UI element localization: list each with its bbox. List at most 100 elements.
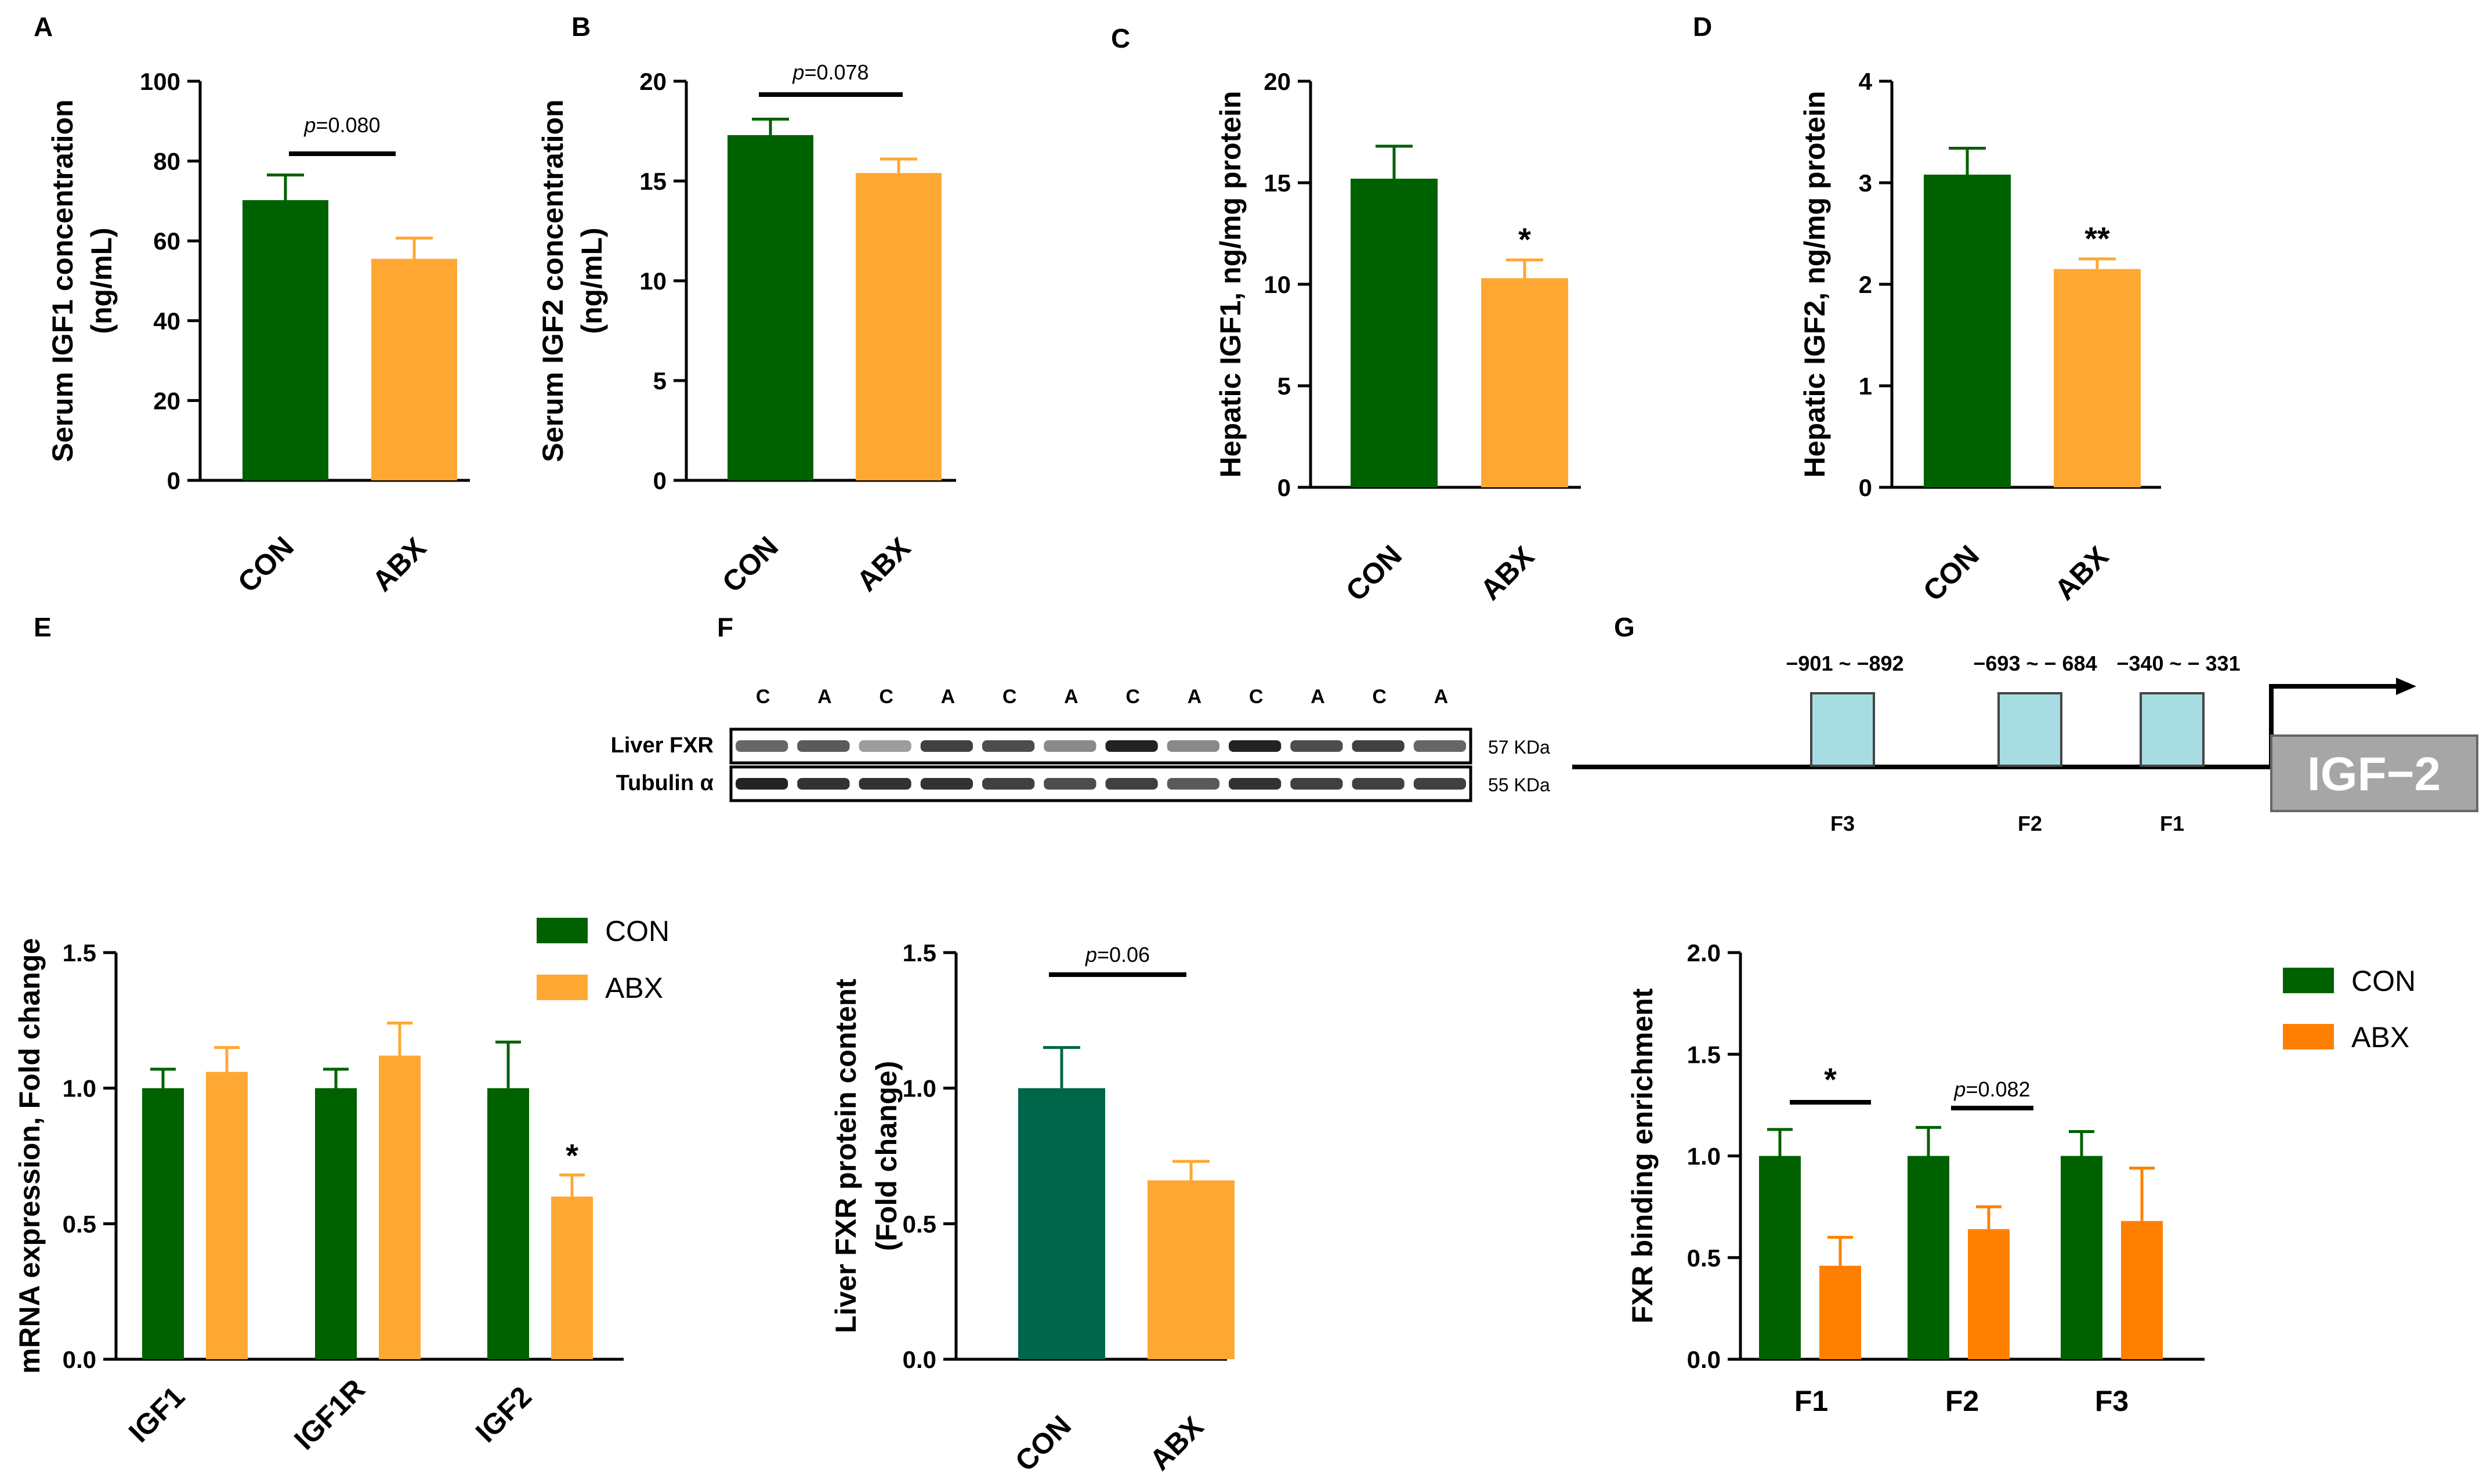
binding-site-f2 [1997,692,2062,767]
gene-box [2270,734,2478,812]
blot-band [1229,740,1282,752]
y-tick-label-F-1: 0.5 [903,1210,936,1237]
y-axis-title-G-0: FXR binding enrichment [1626,988,1659,1323]
blot-band [736,740,788,752]
legend-swatch-con [537,918,588,943]
bar-f1-abx [1819,1265,1861,1359]
y-axis-title-B-1: (ng/mL) [576,227,608,334]
bar-con [728,135,813,480]
chart-a: 0 20 40 60 80 100 Serum IGF1 concentration (ng/… [46,68,470,599]
x-tick-label-abx: ABX [1143,1410,1210,1476]
y-tick-label-A-0: 0 [167,467,180,494]
lane-label-4: C [1002,686,1017,708]
blot-band [797,740,850,752]
fragment-label-f1: F1 [2160,812,2184,835]
y-tick-label-D-1: 1 [1859,372,1872,400]
x-tick-label-abx: ABX [850,531,917,598]
lane-label-3: A [941,686,956,708]
y-tick-label-A-3: 60 [153,227,180,255]
blot-band [1105,778,1158,790]
y-tick-label-G-1: 0.5 [1687,1244,1721,1272]
panel-label-b: B [571,12,591,42]
bar-abx [1481,278,1568,487]
blot-band [982,740,1035,752]
significance-star: ** [2084,220,2110,256]
bar-igf2-con [487,1088,529,1359]
y-axis-title-F-0: Liver FXR protein content [830,979,862,1334]
bar-f3-abx [2121,1221,2163,1359]
bar-con [243,200,328,480]
y-tick-label-E-0: 0.0 [63,1346,96,1373]
lane-label-5: A [1064,686,1078,708]
x-tick-label-con: CON [231,530,300,599]
y-tick-label-G-2: 1.0 [1687,1143,1721,1170]
blot-band [736,778,788,790]
kda-label-0: 57 KDa [1488,737,1550,758]
y-tick-label-A-1: 20 [153,387,180,414]
y-tick-label-D-3: 3 [1859,169,1872,197]
blot-band [1413,778,1466,790]
p-value-annotation: p=0.06 [1085,943,1150,967]
bar-con [1018,1088,1105,1359]
lane-label-0: C [756,686,770,708]
y-tick-label-F-0: 0.0 [903,1346,936,1373]
y-axis-title-A-1: (ng/mL) [85,227,118,334]
p-value-annotation-p: p [303,113,316,137]
significance-star-f1: * [1824,1061,1837,1098]
legend-label-con: CON [605,915,669,947]
x-tick-label-con: CON [1917,539,1985,607]
y-tick-label-C-2: 10 [1264,271,1291,298]
bar-igf1r-abx [379,1055,421,1359]
y-tick-label-B-1: 5 [653,367,667,394]
y-tick-label-A-2: 40 [153,307,180,335]
chart-g: 0.0 0.5 1.0 1.5 2.0 FXR binding enrichment F1 F… [1626,939,2416,1417]
blot-row-label-0: Liver FXR [611,733,714,758]
blot-frame-1 [729,765,1472,802]
bar-f3-con [2061,1156,2102,1359]
y-tick-label-C-1: 5 [1277,372,1291,400]
blot-band [1352,740,1405,752]
blot-band [982,778,1035,790]
y-tick-label-B-0: 0 [653,467,667,494]
x-tick-label-abx: ABX [366,531,432,598]
bar-abx [856,173,942,480]
lane-label-7: A [1188,686,1202,708]
lane-label-11: A [1434,686,1449,708]
binding-site-f3 [1810,692,1875,767]
panel-label-g: G [1614,612,1635,642]
chart-c: 0 5 10 15 20 Hepatic IGF1, ng/mg protein CON AB… [1214,68,1581,607]
blot-band [1352,778,1405,790]
blot-band [1167,740,1219,752]
x-tick-label-abx: ABX [1474,540,1540,606]
fragment-label-f3: F3 [1830,812,1855,835]
y-axis-title-F-1: (Fold change) [870,1061,903,1251]
y-axis-title-B-0: Serum IGF2 concentration [537,99,569,462]
binding-site-f1 [2140,692,2205,767]
lane-label-10: C [1372,686,1387,708]
y-tick-label-E-1: 0.5 [63,1210,96,1237]
bar-igf1r-con [315,1088,357,1359]
significance-star: * [1518,221,1531,258]
p-value-annotation: p=0.080 [303,113,380,137]
arrow-head-icon [2396,678,2416,695]
panel-label-f: F [717,612,733,642]
y-axis-title-C-0: Hepatic IGF1, ng/mg protein [1214,91,1247,478]
panel-label-a: A [34,12,53,42]
bar-f2-abx [1968,1229,2010,1359]
chart-b: 0 5 10 15 20 Serum IGF2 concentration (ng/mL) C… [537,60,956,599]
x-tick-label-con: CON [1340,539,1408,607]
p-value-annotation-f2-value: =0.082 [1966,1077,2030,1101]
x-tick-label-con: CON [1009,1409,1077,1478]
blot-band [797,778,850,790]
blot-band [1044,740,1096,752]
x-tick-label-f1: F1 [1794,1385,1828,1417]
lane-label-6: C [1125,686,1140,708]
panel-label-e: E [34,612,52,642]
region-label-f3: −901 ~ −892 [1786,651,1903,675]
bar-abx [371,259,457,480]
chart-d: 0 1 2 3 4 Hepatic IGF2, ng/mg protein CON ABX ** [1798,68,2161,607]
y-tick-label-D-2: 2 [1859,271,1872,298]
x-tick-label-f3: F3 [2095,1385,2129,1417]
p-value-annotation-value: =0.080 [316,113,380,137]
